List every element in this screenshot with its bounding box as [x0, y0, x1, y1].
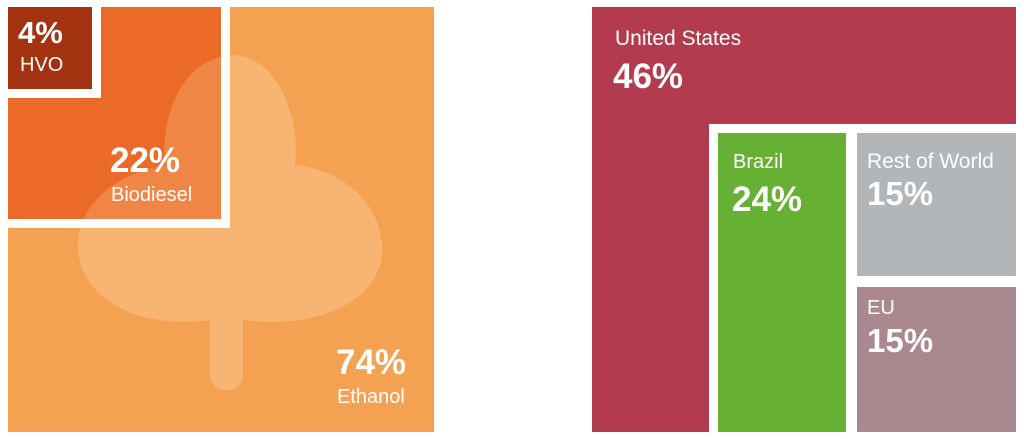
biodiesel-frame	[221, 7, 230, 228]
hvo-value: 4%	[18, 15, 63, 50]
brazil-tile	[718, 133, 846, 432]
eu-tile	[857, 287, 1016, 432]
rest-of-world-tile	[857, 133, 1016, 276]
eu-label: EU	[867, 297, 895, 319]
brazil-value: 24%	[732, 180, 803, 219]
hvo-frame-right	[92, 7, 101, 98]
biodiesel-value: 22%	[110, 141, 181, 180]
ethanol-label: Ethanol	[337, 386, 405, 408]
rest-of-world-label: Rest of World	[867, 150, 994, 173]
ethanol-value: 74%	[336, 343, 407, 382]
united-states-value: 46%	[613, 57, 684, 96]
biodiesel-frame-bottom	[8, 219, 230, 228]
hvo-label: HVO	[20, 54, 64, 76]
biodiesel-label: Biodiesel	[111, 184, 193, 206]
hvo-frame-bottom	[8, 89, 101, 98]
rest-of-world-value: 15%	[867, 175, 934, 212]
united-states-label: United States	[615, 27, 742, 50]
leaf-overlap-icon	[83, 55, 221, 219]
eu-value: 15%	[867, 322, 934, 359]
hvo-tile	[8, 7, 92, 89]
brazil-label: Brazil	[733, 151, 784, 173]
